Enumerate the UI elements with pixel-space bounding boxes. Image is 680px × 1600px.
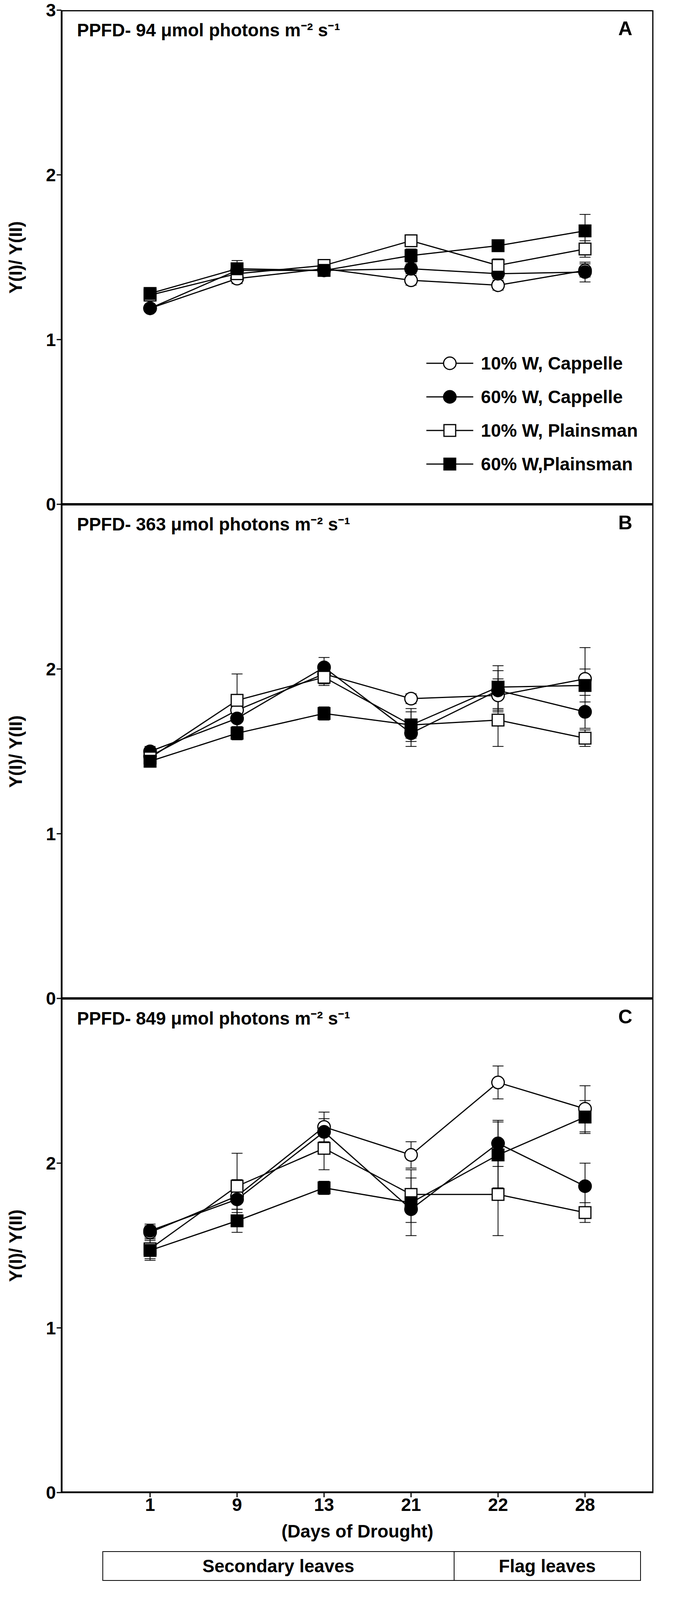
html-text:10% W, Cappelle: 10% W, Cappelle <box>480 353 623 374</box>
svg-text:1: 1 <box>144 1495 156 1516</box>
html-text:(Days of Drought): (Days of Drought) <box>281 1521 434 1543</box>
html-text:C: C <box>618 1006 633 1029</box>
html-text:60% W, Cappelle: 60% W, Cappelle <box>480 386 623 408</box>
svg-text:1: 1 <box>45 1318 56 1339</box>
svg-text:2: 2 <box>45 1153 56 1174</box>
svg-text:0: 0 <box>45 988 56 1010</box>
html-text:Y(I)/ Y(II): Y(I)/ Y(II) <box>5 221 26 294</box>
svg-text:1: 1 <box>45 824 56 845</box>
svg-text:22: 22 <box>488 1495 509 1516</box>
svg-text:21: 21 <box>400 1495 421 1516</box>
html-text:10% W, Plainsman: 10% W, Plainsman <box>480 420 638 441</box>
html-text:Y(I)/ Y(II): Y(I)/ Y(II) <box>5 715 26 789</box>
svg-text:2: 2 <box>45 164 56 186</box>
svg-text:28: 28 <box>574 1495 595 1516</box>
html-text:B: B <box>618 511 633 534</box>
svg-text:13: 13 <box>314 1495 335 1516</box>
svg-text:0: 0 <box>45 1483 56 1504</box>
svg-text:9: 9 <box>232 1495 243 1516</box>
svg-text:2: 2 <box>45 659 56 680</box>
html-text:PPFD- 363 μmol photons m⁻² s⁻¹: PPFD- 363 μmol photons m⁻² s⁻¹ <box>76 514 351 535</box>
svg-text:1: 1 <box>45 329 56 351</box>
html-text:Secondary leaves: Secondary leaves <box>202 1556 355 1577</box>
svg-text:3: 3 <box>45 0 56 21</box>
html-text:60% W,Plainsman: 60% W,Plainsman <box>480 454 633 475</box>
html-text:Flag leaves: Flag leaves <box>498 1556 596 1577</box>
html-text:PPFD- 849 μmol photons m⁻² s⁻¹: PPFD- 849 μmol photons m⁻² s⁻¹ <box>76 1008 351 1029</box>
html-text:PPFD- 94 μmol photons m⁻² s⁻¹: PPFD- 94 μmol photons m⁻² s⁻¹ <box>76 19 341 41</box>
svg-text:0: 0 <box>45 494 56 515</box>
html-text:Y(I)/ Y(II): Y(I)/ Y(II) <box>5 1209 26 1283</box>
html-text:A: A <box>618 17 633 40</box>
